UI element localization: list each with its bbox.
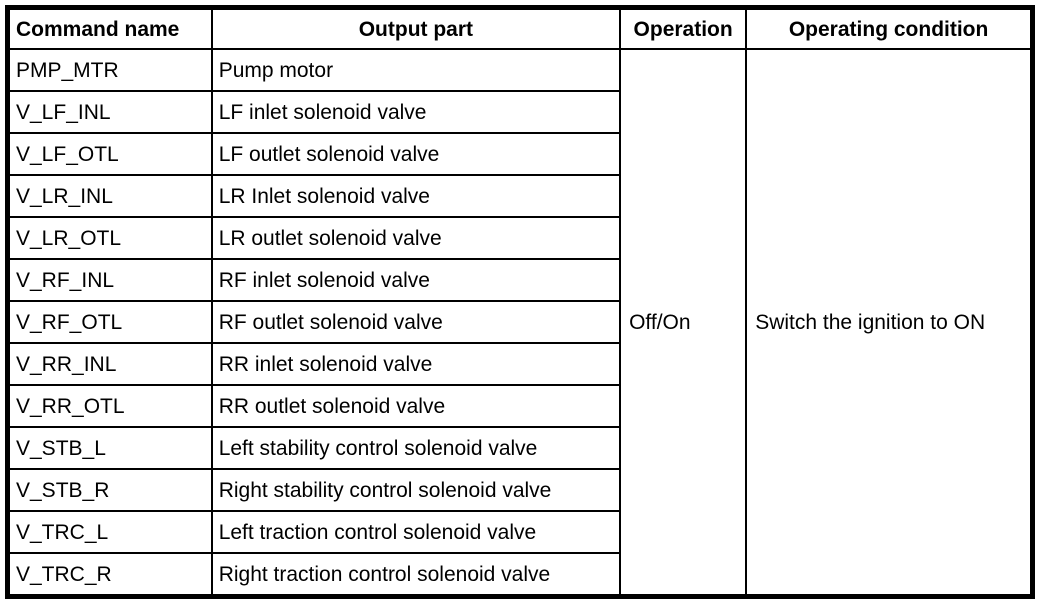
header-operating-condition: Operating condition [745, 6, 1034, 50]
table-row: V_LR_INL LR Inlet solenoid valve [6, 174, 1033, 218]
command-name-cell: V_STB_L [6, 426, 213, 470]
table-row: V_LR_OTL LR outlet solenoid valve [6, 216, 1033, 260]
table-row: V_RR_OTL RR outlet solenoid valve [6, 384, 1033, 428]
header-output-part: Output part [210, 6, 622, 50]
command-name-cell: V_LF_OTL [6, 132, 213, 176]
output-part-cell: Right traction control solenoid valve [210, 552, 622, 598]
command-name-cell: V_LF_INL [6, 90, 213, 134]
output-part-cell: Left stability control solenoid valve [210, 426, 622, 470]
output-part-cell: Left traction control solenoid valve [210, 510, 622, 554]
command-name-cell: V_STB_R [6, 468, 213, 512]
command-name-cell: V_TRC_R [6, 552, 213, 598]
command-name-cell: V_LR_INL [6, 174, 213, 218]
output-part-cell: RR outlet solenoid valve [210, 384, 622, 428]
output-part-cell: Pump motor [210, 48, 622, 92]
command-name-cell: PMP_MTR [6, 48, 213, 92]
output-part-cell: RR inlet solenoid valve [210, 342, 622, 386]
operation-cell: Off/On [619, 48, 748, 598]
command-name-cell: V_RF_INL [6, 258, 213, 302]
table-row: V_STB_L Left stability control solenoid v… [6, 426, 1033, 470]
output-part-cell: Right stability control solenoid valve [210, 468, 622, 512]
output-part-cell: RF outlet solenoid valve [210, 300, 622, 344]
header-operation: Operation [619, 6, 748, 50]
header-row: Command name Output part Operation Opera… [6, 6, 1034, 50]
command-name-cell: V_RF_OTL [6, 300, 213, 344]
table-row: V_TRC_L Left traction control solenoid va… [6, 510, 1033, 554]
command-name-cell: V_TRC_L [6, 510, 213, 554]
active-test-command-table-container: Command name Output part Operation Opera… [5, 5, 1035, 599]
command-name-cell: V_LR_OTL [6, 216, 213, 260]
table-row: V_LF_INL LF inlet solenoid valve [6, 90, 1033, 134]
table-row: V_TRC_R Right traction control solenoid v… [6, 552, 1033, 598]
table-row: V_RF_OTL RF outlet solenoid valve [6, 300, 1033, 344]
output-part-cell: RF inlet solenoid valve [210, 258, 622, 302]
output-part-cell: LF inlet solenoid valve [210, 90, 622, 134]
table-row: V_STB_R Right stability control solenoid … [6, 468, 1033, 512]
command-name-cell: V_RR_INL [6, 342, 213, 386]
table-row: PMP_MTR Pump motor Off/On Switch the igniti… [6, 48, 1034, 598]
table-row: V_RF_INL RF inlet solenoid valve [6, 258, 1033, 302]
output-part-cell: LR outlet solenoid valve [210, 216, 622, 260]
output-part-cell: LR Inlet solenoid valve [210, 174, 622, 218]
table-row: V_LF_OTL LF outlet solenoid valve [6, 132, 1033, 176]
table-row: V_RR_INL RR inlet solenoid valve [6, 342, 1033, 386]
header-command-name: Command name [6, 6, 213, 50]
active-test-command-table: Command name Output part Operation Opera… [5, 5, 1035, 599]
output-part-cell: LF outlet solenoid valve [210, 132, 622, 176]
command-name-cell: V_RR_OTL [6, 384, 213, 428]
operating-condition-cell: Switch the ignition to ON [745, 48, 1034, 598]
